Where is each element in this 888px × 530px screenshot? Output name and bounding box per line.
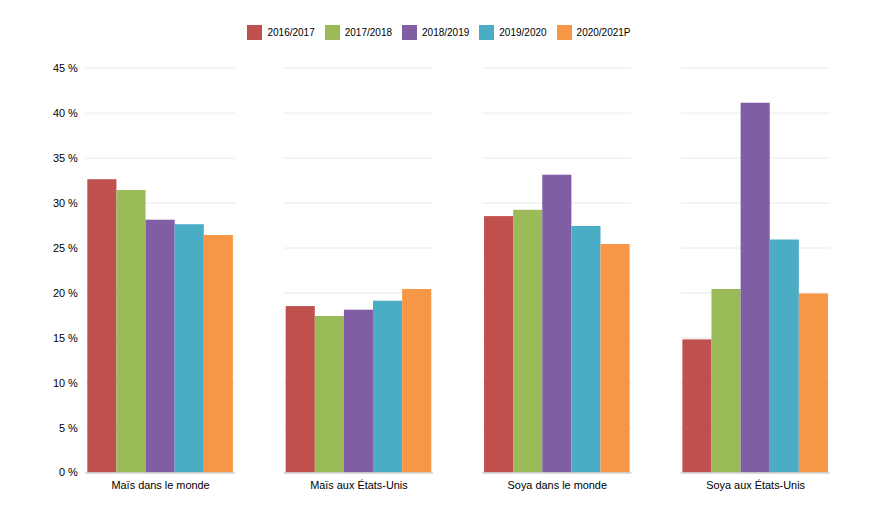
svg-text:Soya dans le monde: Soya dans le monde <box>508 479 607 491</box>
html-text:2018/2019: 2018/2019 <box>422 27 470 38</box>
svg-text:10 %: 10 % <box>53 377 78 389</box>
svg-text:Maïs dans le monde: Maïs dans le monde <box>111 479 209 491</box>
svg-text:Soya aux États-Unis: Soya aux États-Unis <box>706 479 805 491</box>
svg-text:25 %: 25 % <box>53 242 78 254</box>
html-text:2019/2020: 2019/2020 <box>499 27 547 38</box>
svg-text:15 %: 15 % <box>53 332 78 344</box>
svg-text:5 %: 5 % <box>59 422 78 434</box>
html-text:2017/2018: 2017/2018 <box>344 27 392 38</box>
svg-text:35 %: 35 % <box>53 152 78 164</box>
html-text:2020/2021P: 2020/2021P <box>576 27 631 38</box>
svg-text:45 %: 45 % <box>53 62 78 74</box>
svg-text:0 %: 0 % <box>59 466 78 478</box>
svg-text:20 %: 20 % <box>53 287 78 299</box>
html-text:2016/2017: 2016/2017 <box>267 27 315 38</box>
svg-text:30 %: 30 % <box>53 197 78 209</box>
svg-text:Maïs aux États-Unis: Maïs aux États-Unis <box>310 479 408 491</box>
svg-text:40 %: 40 % <box>53 107 78 119</box>
